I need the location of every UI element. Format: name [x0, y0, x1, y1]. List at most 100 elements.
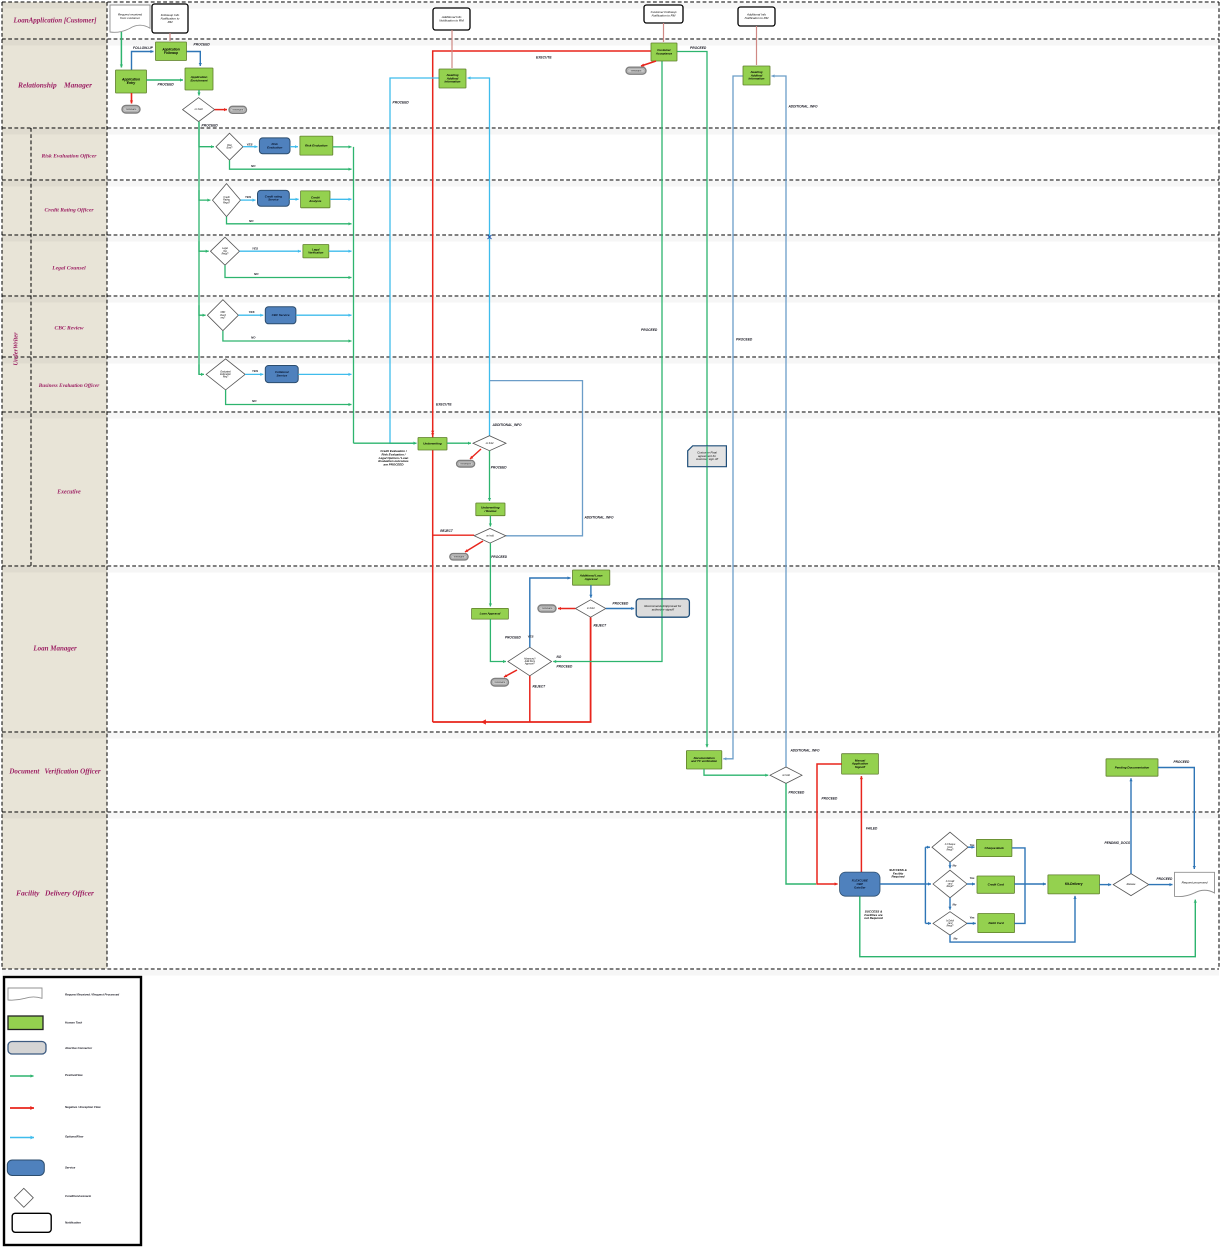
svg-text:Underwriting: Underwriting: [481, 505, 500, 509]
svg-text:Loan Apprasal: Loan Apprasal: [480, 612, 501, 616]
svg-text:Advanced /: Advanced /: [523, 658, 536, 661]
svg-text:ADDITIONAL_INFO: ADDITIONAL_INFO: [788, 104, 819, 108]
svg-text:Additnal: Additnal: [750, 73, 763, 77]
svg-text:CBC: CBC: [220, 312, 225, 314]
svg-text:No: No: [953, 902, 957, 906]
svg-text:Facilities are: Facilities are: [864, 913, 883, 917]
svg-text:Pending Documentation: Pending Documentation: [1115, 765, 1150, 769]
svg-text:NO: NO: [251, 336, 256, 340]
svg-text:Application: Application: [190, 75, 208, 79]
svg-text:on hold: on hold: [195, 108, 204, 111]
svg-text:REJECT: REJECT: [533, 684, 547, 688]
svg-text:NO: NO: [557, 655, 562, 659]
svg-text:Executive: Executive: [56, 489, 81, 495]
svg-text:No: No: [953, 863, 957, 867]
svg-text:ADDITIONAL_INFO: ADDITIONAL_INFO: [492, 423, 523, 427]
svg-text:Credit Rating Officer: Credit Rating Officer: [45, 207, 95, 213]
svg-text:/ Review: / Review: [483, 509, 497, 513]
svg-text:Additional Info: Additional Info: [441, 15, 462, 19]
svg-text:Estimation: Estimation: [220, 373, 231, 376]
svg-text:LoanApplication [Customer]: LoanApplication [Customer]: [12, 17, 97, 25]
svg-text:Notification to: Notification to: [161, 16, 180, 20]
svg-text:Documentation: Documentation: [694, 756, 715, 760]
svg-text:ADDITIONAL_INFO: ADDITIONAL_INFO: [584, 515, 615, 519]
svg-text:Awaiting: Awaiting: [445, 73, 458, 77]
svg-text:Additnal: Additnal: [446, 76, 459, 80]
svg-text:REJECT: REJECT: [594, 623, 608, 627]
svg-text:Followup Info: Followup Info: [161, 13, 180, 17]
svg-text:Req?: Req?: [223, 377, 229, 379]
svg-text:OBP: OBP: [857, 882, 864, 886]
svg-text:Manual: Manual: [855, 758, 866, 762]
svg-text:No: No: [954, 937, 958, 941]
svg-text:PROCEED: PROCEED: [491, 466, 507, 470]
svg-text:Risk: Risk: [227, 145, 232, 147]
svg-text:PROCEED: PROCEED: [393, 100, 410, 104]
svg-text:book: book: [948, 847, 954, 849]
svg-text:Enrichment: Enrichment: [190, 79, 208, 83]
svg-text:PROCEED: PROCEED: [202, 123, 219, 127]
svg-text:UnderWriter: UnderWriter: [12, 332, 19, 366]
svg-text:NO: NO: [252, 399, 257, 403]
svg-text:card: card: [948, 884, 953, 886]
svg-text:Followup: Followup: [164, 51, 178, 55]
svg-text:GateSer: GateSer: [854, 885, 866, 889]
svg-text:Is Cheque: Is Cheque: [945, 844, 956, 846]
svg-text:not Required: not Required: [864, 916, 883, 920]
svg-text:Legal: Legal: [312, 247, 320, 251]
svg-text:TERMINATE: TERMINATE: [631, 69, 643, 72]
svg-text:Information: Information: [445, 80, 461, 84]
svg-text:on hold: on hold: [486, 443, 494, 445]
svg-text:are PROCEED: are PROCEED: [383, 463, 404, 467]
svg-text:PROCEED: PROCEED: [1157, 877, 1173, 881]
svg-text:Credit: Credit: [223, 196, 229, 199]
svg-text:Risk: Risk: [272, 142, 279, 146]
svg-text:CBC Review: CBC Review: [54, 325, 83, 331]
svg-text:Service: Service: [268, 198, 279, 202]
svg-text:PROCEED: PROCEED: [158, 82, 175, 86]
svg-text:Additional Info: Additional Info: [746, 13, 766, 17]
svg-text:Evaluated: Evaluated: [220, 370, 231, 373]
svg-text:Facility: Facility: [893, 871, 904, 875]
svg-text:YES: YES: [252, 246, 258, 250]
svg-text:Credit Evaluation /: Credit Evaluation /: [380, 449, 408, 453]
svg-text:Reqd?: Reqd?: [223, 202, 230, 204]
svg-text:NO: NO: [249, 219, 254, 223]
svg-text:Is Debit: Is Debit: [946, 919, 954, 922]
svg-text:Risk Evaluation: Risk Evaluation: [305, 143, 328, 147]
svg-text:Condition/scenario: Condition/scenario: [65, 1194, 91, 1198]
svg-text:Release: Release: [1127, 883, 1136, 886]
svg-text:OptionalFlow: OptionalFlow: [65, 1134, 84, 1138]
svg-text:Additional Loan: Additional Loan: [579, 574, 603, 578]
svg-text:from customer: from customer: [120, 16, 141, 20]
svg-text:FAILED: FAILED: [866, 826, 878, 830]
svg-text:Human Task: Human Task: [65, 1020, 82, 1024]
svg-text:Cheque Book: Cheque Book: [985, 846, 1005, 850]
svg-text:Notification: Notification: [65, 1220, 81, 1224]
svg-text:TERMINATE: TERMINATE: [454, 555, 466, 558]
svg-text:Document Verification Office: Document Verification Officer: [8, 768, 101, 776]
svg-text:Debit Card: Debit Card: [989, 921, 1004, 925]
svg-text:Risk Evaluation /: Risk Evaluation /: [381, 452, 406, 456]
svg-text:Recommended/Approved for: Recommended/Approved for: [644, 604, 682, 608]
svg-text:YES: YES: [245, 195, 251, 199]
svg-text:PROCEED: PROCEED: [789, 791, 805, 795]
svg-text:Reqd?: Reqd?: [947, 849, 954, 851]
svg-text:YES: YES: [528, 634, 534, 638]
svg-text:YES: YES: [249, 310, 255, 314]
svg-text:Approve?: Approve?: [524, 663, 536, 666]
svg-text:NO: NO: [251, 164, 256, 168]
svg-text:Required: Required: [891, 875, 904, 879]
svg-text:Customer: Customer: [657, 48, 671, 52]
svg-text:TERMINATE: TERMINATE: [126, 108, 138, 111]
svg-text:on hold: on hold: [486, 535, 494, 537]
svg-text:PROCEED: PROCEED: [557, 664, 573, 668]
svg-text:Kit-Delivery: Kit-Delivery: [1065, 882, 1083, 886]
svg-text:req?: req?: [221, 317, 226, 319]
svg-text:Service: Service: [276, 374, 287, 378]
svg-text:SUCCESS &: SUCCESS &: [865, 909, 883, 913]
svg-text:Request received: Request received: [118, 13, 142, 17]
svg-text:YES: YES: [252, 369, 258, 373]
svg-text:Application: Application: [161, 47, 179, 51]
svg-text:Signoff: Signoff: [855, 765, 866, 769]
